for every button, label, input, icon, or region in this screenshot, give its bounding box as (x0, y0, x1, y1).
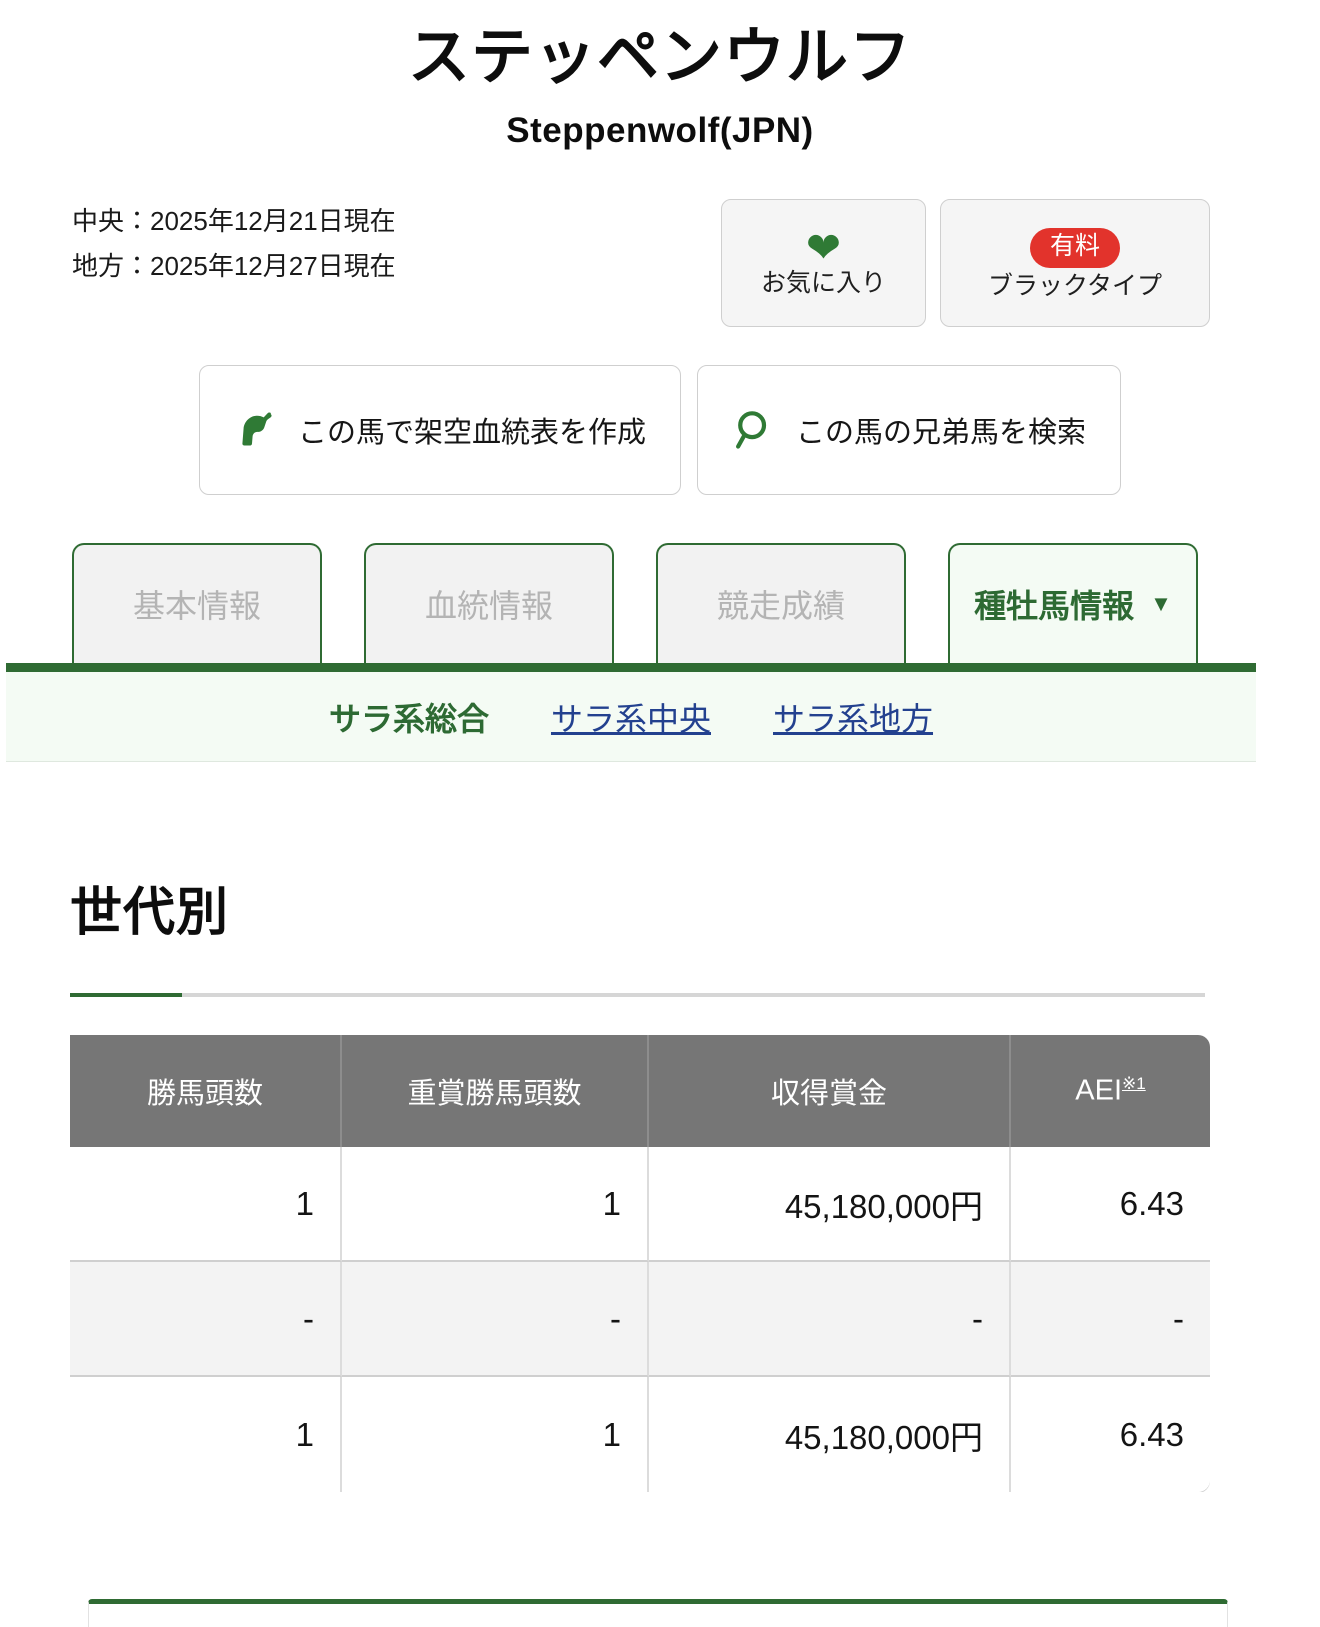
table-header-row: 勝馬頭数 重賞勝馬頭数 収得賞金 AEI※1 (70, 1035, 1210, 1148)
subnav-item-central[interactable]: サラ系中央 (550, 700, 711, 737)
search-siblings-label: この馬の兄弟馬を検索 (796, 417, 1087, 450)
col-header-winners: 勝馬頭数 (70, 1035, 342, 1148)
section-title: 世代別 (70, 884, 230, 943)
generation-section: 世代別 勝馬頭数 重賞勝馬頭数 収得賞金 AEI※1 (0, 870, 1320, 1493)
create-pedigree-label: この馬で架空血統表を作成 (297, 417, 646, 450)
generation-table: 勝馬頭数 重賞勝馬頭数 収得賞金 AEI※1 1 1 45,180,000円 (70, 1035, 1210, 1493)
tab-bar: 基本情報 血統情報 競走成績 種牡馬情報 ▼ サラ系総合 サラ系中央 サラ系地方 (0, 543, 1320, 763)
table-row: - - - - (70, 1262, 1210, 1378)
section-divider (70, 993, 1205, 998)
cell-graded-winners: 1 (342, 1377, 649, 1493)
meta-row: 中央：2025年12月21日現在 地方：2025年12月27日現在 ❤ お気に入… (0, 151, 1320, 328)
col-header-earnings: 収得賞金 (649, 1035, 1011, 1148)
cell-aei: 6.43 (1011, 1377, 1210, 1493)
horse-head-icon (234, 407, 280, 453)
cell-winners: 1 (70, 1377, 342, 1493)
tab-stallion-info-label: 種牡馬情報 (974, 588, 1135, 625)
tab-race-results-label: 競走成績 (716, 588, 845, 625)
horse-name-en: Steppenwolf(JPN) (506, 111, 814, 151)
table-scroll-container[interactable]: 勝馬頭数 重賞勝馬頭数 収得賞金 AEI※1 1 1 45,180,000円 (70, 1035, 1210, 1493)
cell-earnings: - (649, 1262, 1011, 1378)
cell-winners: 1 (70, 1147, 342, 1263)
page-header: ステッペンウルフ Steppenwolf(JPN) (0, 0, 1320, 151)
cell-graded-winners: 1 (342, 1147, 649, 1263)
tab-underline (6, 663, 1256, 673)
horse-name-ja: ステッペンウルフ (407, 23, 912, 92)
col-header-aei: AEI※1 (1011, 1035, 1210, 1148)
date-central: 中央：2025年12月21日現在 (72, 206, 396, 237)
tab-basic-info-label: 基本情報 (132, 588, 261, 625)
tabs: 基本情報 血統情報 競走成績 種牡馬情報 ▼ (0, 543, 1320, 664)
col-header-aei-label: AEI (1075, 1075, 1123, 1108)
cell-aei: 6.43 (1011, 1147, 1210, 1263)
create-pedigree-button[interactable]: この馬で架空血統表を作成 (198, 365, 681, 496)
date-local: 地方：2025年12月27日現在 (72, 251, 396, 282)
cell-winners: - (70, 1262, 342, 1378)
tab-pedigree-info-label: 血統情報 (424, 588, 553, 625)
favorite-button-label: お気に入り (760, 268, 886, 297)
search-siblings-button[interactable]: この馬の兄弟馬を検索 (697, 365, 1122, 496)
blacktype-button-label: ブラックタイプ (987, 271, 1162, 300)
subnav: サラ系総合 サラ系中央 サラ系地方 (6, 672, 1256, 763)
table-row: 1 1 45,180,000円 6.43 (70, 1377, 1210, 1493)
subnav-item-total[interactable]: サラ系総合 (328, 700, 489, 737)
blacktype-button[interactable]: 有料 ブラックタイプ (940, 199, 1210, 328)
paid-badge: 有料 (1029, 227, 1120, 268)
tab-race-results[interactable]: 競走成績 (656, 543, 906, 664)
action-buttons: この馬で架空血統表を作成 この馬の兄弟馬を検索 (0, 365, 1320, 496)
cell-aei: - (1011, 1262, 1210, 1378)
table-row: 1 1 45,180,000円 6.43 (70, 1147, 1210, 1263)
cell-graded-winners: - (342, 1262, 649, 1378)
cell-earnings: 45,180,000円 (649, 1377, 1011, 1493)
tab-stallion-info[interactable]: 種牡馬情報 ▼ (948, 543, 1198, 664)
favorite-button[interactable]: ❤ お気に入り (721, 199, 926, 328)
tab-basic-info[interactable]: 基本情報 (72, 543, 322, 664)
meta-buttons: ❤ お気に入り 有料 ブラックタイプ (721, 199, 1210, 328)
next-section-box (88, 1599, 1228, 1627)
cell-earnings: 45,180,000円 (649, 1147, 1011, 1263)
as-of-dates: 中央：2025年12月21日現在 地方：2025年12月27日現在 (72, 199, 396, 288)
search-icon (732, 407, 778, 453)
heart-icon: ❤ (805, 224, 842, 271)
subnav-item-local[interactable]: サラ系地方 (773, 700, 934, 737)
chevron-down-icon: ▼ (1150, 591, 1172, 617)
tab-pedigree-info[interactable]: 血統情報 (364, 543, 614, 664)
col-header-graded-winners: 重賞勝馬頭数 (342, 1035, 649, 1148)
footnote-link-1[interactable]: ※1 (1122, 1074, 1146, 1094)
